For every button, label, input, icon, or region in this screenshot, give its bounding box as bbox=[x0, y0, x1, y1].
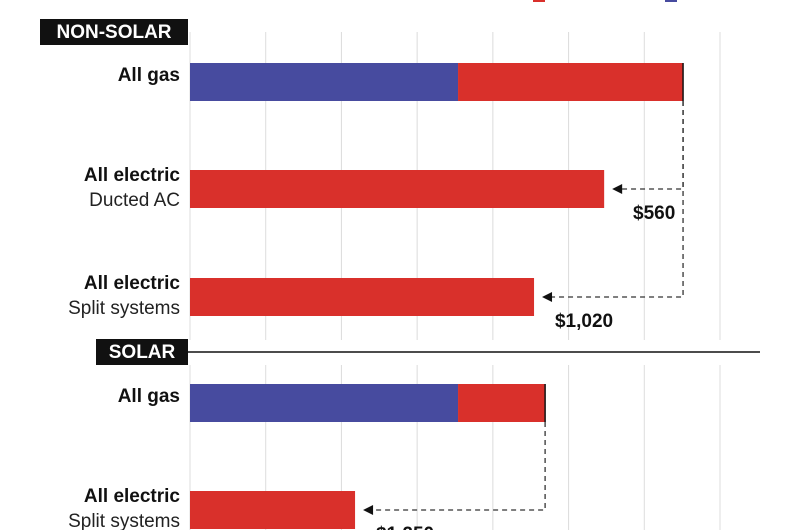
category-label: All gas bbox=[118, 386, 180, 407]
bar bbox=[190, 278, 535, 316]
annotation: $1,250 bbox=[376, 524, 434, 530]
category-note: Split systems bbox=[68, 298, 180, 319]
category-label: All electric bbox=[84, 486, 181, 507]
category-note: Split systems bbox=[68, 511, 180, 530]
category-label: All gas bbox=[118, 65, 180, 86]
legend-swatch bbox=[665, 0, 677, 2]
annotation-arrow bbox=[620, 101, 684, 190]
category-label: All electric bbox=[84, 165, 181, 186]
annotation: $560 bbox=[633, 203, 675, 224]
annotation-arrow bbox=[550, 101, 684, 298]
bar bbox=[458, 63, 684, 101]
section-title-box bbox=[40, 19, 188, 45]
annotation-arrow bbox=[371, 422, 546, 511]
category-label: All electric bbox=[84, 273, 181, 294]
section-title-box bbox=[96, 339, 188, 365]
arrow-head bbox=[363, 505, 374, 515]
bar bbox=[190, 491, 356, 529]
section-title: SOLAR bbox=[109, 342, 176, 363]
arrow-head bbox=[612, 184, 623, 194]
bar bbox=[190, 384, 459, 422]
category-note: Ducted AC bbox=[89, 190, 180, 211]
bar bbox=[190, 170, 605, 208]
section-title: NON-SOLAR bbox=[56, 22, 171, 43]
legend-swatch bbox=[533, 0, 545, 2]
bar bbox=[458, 384, 546, 422]
arrow-head bbox=[542, 292, 553, 302]
bar bbox=[190, 63, 459, 101]
annotation: $1,020 bbox=[555, 311, 613, 332]
